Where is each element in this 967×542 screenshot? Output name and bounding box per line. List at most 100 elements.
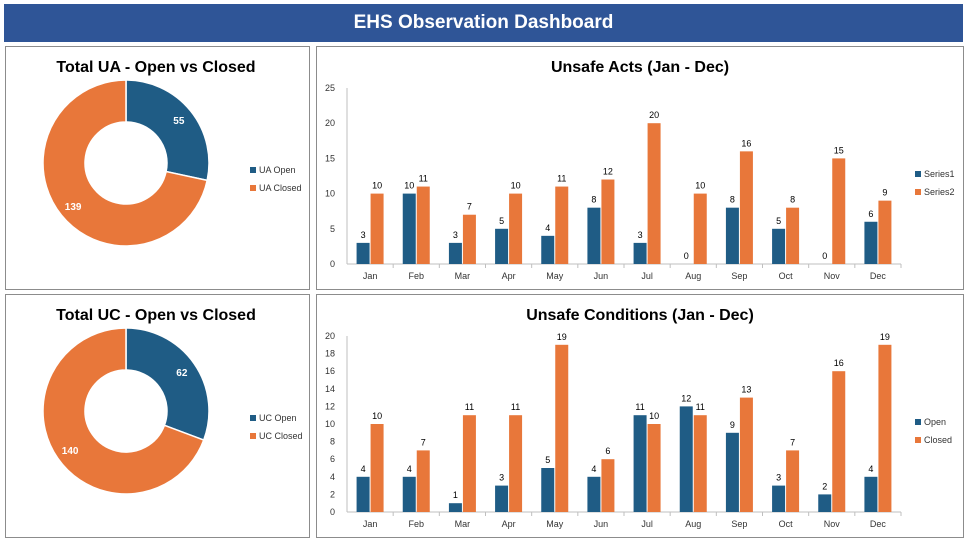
ua-y-tick-label: 5: [330, 224, 335, 234]
ua-x-tick-label: Sep: [731, 271, 747, 281]
uc-data-label: 4: [868, 464, 873, 474]
ua-y-tick-label: 10: [325, 189, 335, 199]
ua-y-tick-label: 0: [330, 259, 335, 269]
uc-data-label: 9: [730, 420, 735, 430]
uc-y-tick-label: 4: [330, 472, 335, 482]
uc-bar-closed-aug: [693, 415, 707, 512]
uc-x-tick-label: Nov: [824, 519, 841, 529]
uc-data-label: 13: [741, 385, 751, 395]
uc-y-tick-label: 20: [325, 331, 335, 341]
uc-y-tick-label: 10: [325, 419, 335, 429]
ua-bar-panel: Unsafe Acts (Jan - Dec) 0 5 10 15 20 25 Jan 3 10 F…: [316, 46, 964, 290]
uc-y-tick-label: 2: [330, 489, 335, 499]
ua-legend-swatch-0: [915, 171, 921, 177]
ua-slice-0: [125, 79, 210, 182]
ua-chart-title: Total UA - Open vs Closed: [56, 59, 255, 76]
uc-bar-panel: Unsafe Conditions (Jan - Dec) 0 2 4 6 8 10 12 14…: [316, 294, 964, 538]
ua-bar-series2-may: [555, 186, 569, 264]
ua-donut-panel: Total UA - Open vs Closed 55 139 UA Open UA …: [5, 46, 310, 290]
ua-y-tick-label: 20: [325, 118, 335, 128]
ua-bar-series2-dec: [878, 200, 892, 264]
ua-y-tick-label: 15: [325, 153, 335, 163]
ua-bar-series2-jan: [370, 193, 384, 264]
uc-legend-label-1: Closed: [924, 435, 952, 445]
ua-legend-label-0: Series1: [924, 169, 955, 179]
ua-bar-series2-sep: [739, 151, 753, 264]
ua-data-label: 3: [453, 230, 458, 240]
ua-bar-series1-apr: [495, 228, 509, 264]
ua-data-label: 16: [741, 138, 751, 148]
uc-slice-0: [125, 327, 210, 442]
uc-bar-open-aug: [679, 406, 693, 512]
ua-bar-series1-mar: [448, 242, 462, 264]
uc-data-label: 4: [361, 464, 366, 474]
ua-bar-chart: Unsafe Acts (Jan - Dec) 0 5 10 15 20 25 Jan 3 10 F…: [325, 59, 955, 281]
uc-bar-closed-jun: [601, 459, 615, 512]
ua-data-label: 3: [638, 230, 643, 240]
uc-x-tick-label: Apr: [502, 519, 516, 529]
uc-data-label: 5: [545, 455, 550, 465]
ua-x-tick-label: Oct: [779, 271, 794, 281]
uc-y-tick-label: 0: [330, 507, 335, 517]
ua-bar-series2-aug: [693, 193, 707, 264]
uc-data-label: 11: [635, 402, 644, 412]
ua-data-label: 10: [372, 181, 382, 191]
uc-slice-1: [42, 327, 205, 495]
uc-chart-title: Total UC - Open vs Closed: [56, 307, 256, 324]
uc-chart-title: Unsafe Conditions (Jan - Dec): [526, 307, 754, 324]
uc-bar-closed-mar: [462, 415, 476, 512]
ua-data-label: 5: [499, 216, 504, 226]
uc-x-tick-label: Feb: [408, 519, 424, 529]
ua-bar-series1-dec: [864, 221, 878, 264]
ua-slice-label-0: 55: [173, 116, 185, 127]
ua-donut-chart: Total UA - Open vs Closed 55 139 UA Open UA …: [42, 59, 302, 247]
uc-legend-swatch-0: [250, 415, 256, 421]
uc-y-tick-label: 6: [330, 454, 335, 464]
uc-data-label: 19: [557, 332, 567, 342]
uc-legend-swatch-0: [915, 419, 921, 425]
uc-data-label: 19: [880, 332, 890, 342]
uc-bar-open-jun: [587, 476, 601, 512]
ua-x-tick-label: Jul: [641, 271, 653, 281]
uc-y-tick-label: 14: [325, 384, 335, 394]
ua-bar-series2-oct: [786, 207, 800, 264]
uc-data-label: 1: [453, 490, 458, 500]
uc-data-label: 11: [511, 402, 520, 412]
ua-bar-series1-jun: [587, 207, 601, 264]
uc-x-tick-label: May: [546, 519, 564, 529]
ua-slice-1: [42, 79, 209, 247]
ua-x-tick-label: Dec: [870, 271, 887, 281]
ua-bar-series2-nov: [832, 158, 846, 264]
uc-donut-chart: Total UC - Open vs Closed 62 140 UC Open UC …: [42, 307, 303, 495]
ua-bar-series2-apr: [509, 193, 523, 264]
uc-data-label: 7: [421, 437, 426, 447]
uc-x-tick-label: Jun: [594, 519, 609, 529]
ua-chart-title: Unsafe Acts (Jan - Dec): [551, 59, 729, 76]
uc-bar-open-apr: [495, 485, 509, 512]
uc-data-label: 7: [790, 437, 795, 447]
dashboard-title: EHS Observation Dashboard: [353, 12, 614, 33]
uc-bar-open-nov: [818, 494, 832, 512]
uc-bar-closed-jul: [647, 424, 661, 512]
uc-data-label: 11: [465, 402, 474, 412]
ua-data-label: 15: [834, 145, 844, 155]
uc-bar-closed-sep: [739, 397, 753, 512]
uc-bar-open-jul: [633, 415, 647, 512]
uc-data-label: 12: [681, 393, 691, 403]
ua-x-tick-label: Feb: [408, 271, 424, 281]
uc-legend-label-0: Open: [924, 417, 946, 427]
uc-x-tick-label: Aug: [685, 519, 701, 529]
uc-data-label: 3: [499, 473, 504, 483]
ua-data-label: 6: [868, 209, 873, 219]
ua-data-label: 3: [361, 230, 366, 240]
uc-data-label: 10: [649, 411, 659, 421]
ua-data-label: 8: [591, 195, 596, 205]
ua-bar-series2-feb: [416, 186, 430, 264]
ua-x-tick-label: May: [546, 271, 564, 281]
ua-x-tick-label: Aug: [685, 271, 701, 281]
uc-x-tick-label: Mar: [455, 519, 471, 529]
uc-legend-label-0: UC Open: [259, 413, 297, 423]
dashboard-header: EHS Observation Dashboard: [4, 4, 963, 42]
ua-legend-label-1: UA Closed: [259, 183, 302, 193]
uc-data-label: 10: [372, 411, 382, 421]
